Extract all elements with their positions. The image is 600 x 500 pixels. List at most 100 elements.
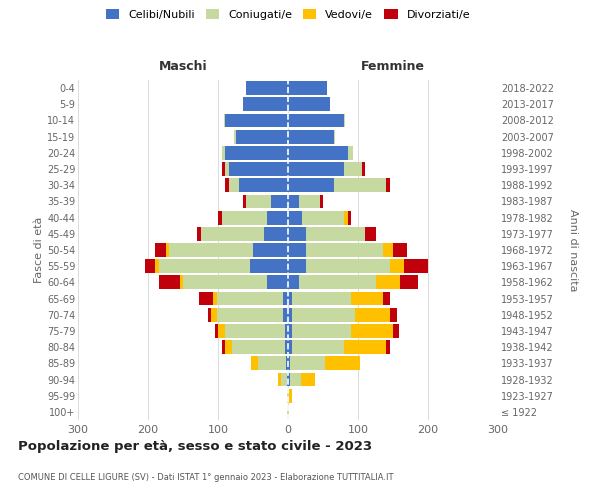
Bar: [288, 114, 344, 128]
Bar: [383, 243, 393, 257]
Legend: Celibi/Nubili, Coniugati/e, Vedovi/e, Divorziati/e: Celibi/Nubili, Coniugati/e, Vedovi/e, Di…: [101, 5, 475, 24]
Bar: [183, 276, 267, 289]
Bar: [389, 308, 397, 322]
Bar: [217, 292, 283, 306]
Bar: [286, 356, 288, 370]
Bar: [158, 276, 179, 289]
Bar: [145, 260, 155, 273]
Bar: [347, 146, 353, 160]
Text: Femmine: Femmine: [361, 60, 425, 73]
Bar: [404, 260, 428, 273]
Bar: [284, 340, 288, 354]
Bar: [200, 227, 263, 240]
Bar: [288, 389, 289, 402]
Bar: [250, 260, 288, 273]
Bar: [376, 276, 400, 289]
Bar: [344, 210, 347, 224]
Bar: [217, 308, 283, 322]
Bar: [287, 405, 288, 419]
Bar: [305, 260, 389, 273]
Bar: [166, 243, 169, 257]
Bar: [288, 81, 326, 95]
Bar: [365, 227, 376, 240]
Bar: [287, 372, 288, 386]
Bar: [242, 194, 246, 208]
Bar: [251, 356, 258, 370]
Bar: [271, 194, 288, 208]
Bar: [225, 340, 232, 354]
Bar: [288, 98, 330, 111]
Bar: [229, 178, 239, 192]
Bar: [246, 194, 271, 208]
Bar: [288, 260, 305, 273]
Bar: [299, 276, 376, 289]
Bar: [213, 292, 217, 306]
Bar: [225, 146, 288, 160]
Bar: [301, 372, 314, 386]
Text: Popolazione per età, sesso e stato civile - 2023: Popolazione per età, sesso e stato civil…: [18, 440, 372, 453]
Bar: [258, 356, 286, 370]
Bar: [288, 324, 292, 338]
Bar: [305, 227, 365, 240]
Bar: [197, 227, 200, 240]
Bar: [288, 308, 292, 322]
Bar: [351, 324, 393, 338]
Bar: [246, 81, 288, 95]
Bar: [393, 324, 398, 338]
Bar: [347, 210, 351, 224]
Bar: [281, 372, 287, 386]
Bar: [215, 324, 218, 338]
Bar: [334, 178, 386, 192]
Bar: [299, 194, 320, 208]
Bar: [155, 243, 166, 257]
Bar: [288, 405, 289, 419]
Bar: [225, 324, 284, 338]
Bar: [344, 162, 361, 176]
Bar: [208, 308, 211, 322]
Bar: [344, 340, 386, 354]
Bar: [355, 308, 389, 322]
Bar: [361, 162, 365, 176]
Bar: [225, 178, 229, 192]
Bar: [393, 243, 407, 257]
Bar: [221, 340, 225, 354]
Bar: [288, 276, 299, 289]
Bar: [305, 243, 383, 257]
Bar: [169, 243, 253, 257]
Bar: [253, 243, 288, 257]
Bar: [287, 389, 288, 402]
Bar: [292, 292, 351, 306]
Bar: [288, 130, 334, 143]
Bar: [288, 146, 347, 160]
Bar: [225, 162, 229, 176]
Bar: [288, 194, 299, 208]
Bar: [288, 372, 290, 386]
Bar: [234, 130, 235, 143]
Bar: [283, 308, 288, 322]
Bar: [290, 356, 325, 370]
Bar: [288, 210, 302, 224]
Bar: [242, 98, 288, 111]
Bar: [389, 260, 404, 273]
Bar: [386, 340, 389, 354]
Bar: [290, 372, 301, 386]
Bar: [292, 324, 351, 338]
Bar: [239, 178, 288, 192]
Bar: [288, 227, 305, 240]
Bar: [221, 162, 225, 176]
Bar: [288, 340, 292, 354]
Bar: [400, 276, 418, 289]
Y-axis label: Fasce di età: Fasce di età: [34, 217, 44, 283]
Bar: [211, 308, 217, 322]
Bar: [235, 130, 288, 143]
Bar: [288, 356, 290, 370]
Bar: [344, 114, 346, 128]
Bar: [334, 130, 335, 143]
Bar: [292, 340, 344, 354]
Bar: [351, 292, 383, 306]
Bar: [179, 276, 183, 289]
Bar: [325, 356, 360, 370]
Bar: [218, 324, 225, 338]
Bar: [289, 389, 292, 402]
Bar: [288, 243, 305, 257]
